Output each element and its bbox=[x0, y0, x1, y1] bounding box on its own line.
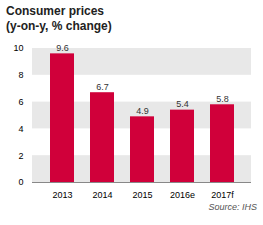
html-text:Source: IHS: Source: IHS bbox=[208, 202, 257, 212]
svg-text:2013: 2013 bbox=[52, 190, 72, 200]
svg-text:2014: 2014 bbox=[92, 190, 112, 200]
svg-text:4.9: 4.9 bbox=[136, 106, 149, 116]
svg-text:2: 2 bbox=[18, 151, 23, 161]
svg-text:2017f: 2017f bbox=[211, 190, 234, 200]
svg-text:5.8: 5.8 bbox=[216, 94, 229, 104]
html-text:Consumer prices: Consumer prices bbox=[6, 4, 104, 18]
svg-text:5.4: 5.4 bbox=[176, 99, 189, 109]
svg-text:10: 10 bbox=[13, 43, 23, 53]
svg-text:2016e: 2016e bbox=[170, 190, 195, 200]
svg-text:9.6: 9.6 bbox=[56, 43, 69, 53]
svg-text:2015: 2015 bbox=[132, 190, 152, 200]
svg-text:8: 8 bbox=[18, 70, 23, 80]
svg-text:4: 4 bbox=[18, 124, 23, 134]
svg-text:6: 6 bbox=[18, 97, 23, 107]
svg-text:0: 0 bbox=[18, 177, 23, 187]
html-text:(y-on-y, % change): (y-on-y, % change) bbox=[6, 19, 112, 33]
svg-text:6.7: 6.7 bbox=[96, 82, 109, 92]
